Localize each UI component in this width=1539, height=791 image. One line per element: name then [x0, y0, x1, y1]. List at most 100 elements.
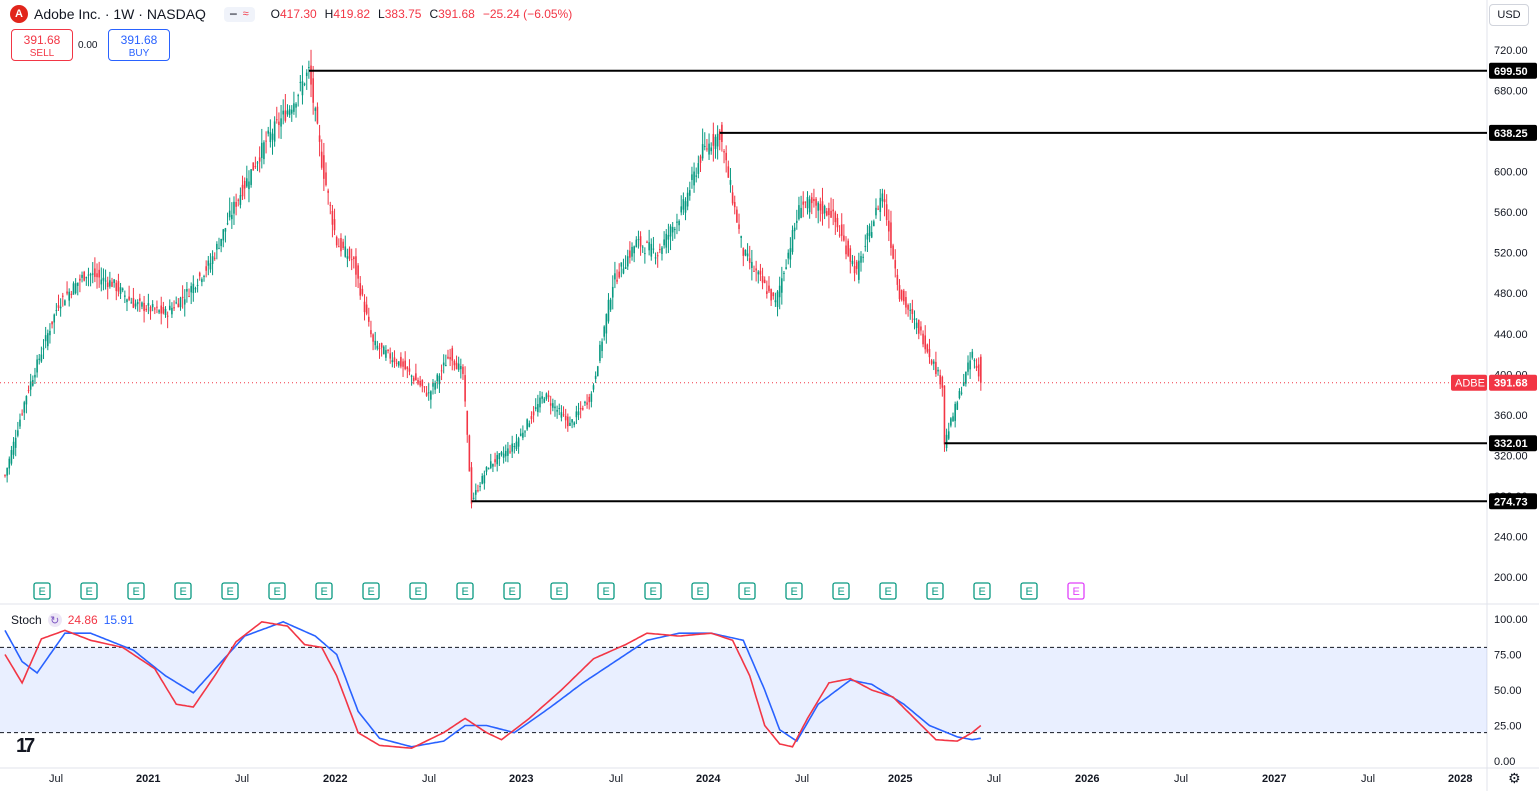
earnings-marker-icon[interactable]: E: [362, 582, 380, 600]
stoch-axis[interactable]: 100.00 75.00 50.00 25.00 0.00: [1494, 614, 1528, 768]
candle: [378, 343, 381, 359]
candle: [652, 236, 655, 254]
candle-body: [115, 282, 118, 292]
earnings-marker-icon[interactable]: E: [221, 582, 239, 600]
earnings-marker-icon[interactable]: E: [644, 582, 662, 600]
candle-body: [804, 201, 807, 203]
candle-body: [592, 385, 595, 390]
candle-body: [183, 299, 186, 305]
currency-selector[interactable]: USD: [1489, 4, 1529, 26]
earnings-marker-icon[interactable]: E: [691, 582, 709, 600]
candle: [596, 365, 599, 377]
candle: [678, 219, 680, 232]
candle-body: [340, 237, 342, 252]
candle: [699, 154, 702, 172]
candle-body: [297, 95, 299, 97]
earnings-marker-icon[interactable]: E: [456, 582, 474, 600]
candle: [406, 366, 409, 379]
candle-body: [21, 413, 23, 415]
stoch-axis-label: 0.00: [1494, 756, 1515, 768]
earnings-marker-icon[interactable]: E: [879, 582, 897, 600]
tradingview-logo-icon[interactable]: 17: [16, 735, 35, 757]
gear-icon[interactable]: ⚙: [1508, 770, 1521, 786]
earnings-marker-icon[interactable]: E: [80, 582, 98, 600]
candle-body: [843, 235, 845, 241]
candle-body: [102, 277, 105, 281]
candle-body: [766, 291, 768, 294]
candle-body: [295, 103, 297, 108]
candle-body: [303, 83, 306, 85]
candle: [173, 300, 175, 311]
candle-body: [145, 308, 148, 311]
candle: [832, 198, 834, 226]
candle: [111, 277, 113, 288]
candle: [134, 299, 137, 310]
earnings-marker-icon[interactable]: E: [174, 582, 192, 600]
candle-body: [534, 407, 537, 410]
earnings-marker-frame: [550, 582, 568, 600]
candle: [541, 391, 543, 404]
earnings-marker-icon[interactable]: E: [738, 582, 756, 600]
refresh-icon[interactable]: ↻: [47, 613, 62, 627]
earnings-marker-icon[interactable]: E: [973, 582, 991, 600]
candle: [947, 422, 950, 441]
indicator-visibility-toggle[interactable]: ━ ≈: [223, 6, 255, 22]
candle: [864, 234, 867, 252]
candle: [462, 364, 464, 380]
candle: [509, 444, 511, 454]
earnings-marker-icon[interactable]: E: [268, 582, 286, 600]
stoch-name[interactable]: Stoch: [11, 613, 42, 627]
ohlc-change: −25.24 (−6.05%): [482, 7, 573, 21]
candle: [355, 248, 357, 287]
candle-body: [866, 233, 869, 240]
candle: [534, 398, 537, 412]
time-axis-label: Jul: [795, 773, 809, 785]
earnings-marker-icon[interactable]: E: [127, 582, 145, 600]
candle-body: [147, 303, 150, 306]
earnings-marker-icon[interactable]: E: [315, 582, 333, 600]
buy-button[interactable]: 391.68 BUY: [108, 29, 170, 61]
candle: [836, 213, 839, 232]
symbol-title[interactable]: Adobe Inc. · 1W · NASDAQ: [34, 6, 206, 22]
candle-body: [393, 357, 396, 363]
earnings-marker-icon[interactable]: E: [550, 582, 568, 600]
candle-body: [128, 296, 130, 300]
candle-body: [49, 330, 51, 336]
candle: [813, 188, 815, 208]
candle-body: [421, 380, 424, 387]
candle: [269, 119, 272, 148]
candle: [973, 358, 976, 369]
candle-body: [410, 375, 413, 377]
candle: [434, 380, 436, 394]
candle: [447, 349, 449, 360]
earnings-marker-label: E: [180, 586, 187, 598]
earnings-marker-icon[interactable]: E: [503, 582, 521, 600]
time-axis[interactable]: Jul 2021 Jul 2022 Jul 2023 Jul 2024 Jul 2025 Jul 20…: [49, 773, 1472, 785]
earnings-marker-icon[interactable]: E: [33, 582, 51, 600]
candle-body: [890, 222, 892, 248]
earnings-marker-icon[interactable]: E: [832, 582, 850, 600]
candle: [607, 293, 610, 324]
candle-body: [659, 249, 661, 251]
earnings-marker-icon[interactable]: E: [1067, 582, 1085, 600]
earnings-marker-icon[interactable]: E: [1020, 582, 1038, 600]
earnings-marker-icon[interactable]: E: [409, 582, 427, 600]
candle: [783, 270, 785, 282]
candle-body: [579, 408, 582, 410]
sell-button[interactable]: 391.68 SELL: [11, 29, 73, 61]
candle: [310, 49, 312, 98]
earnings-marker-icon[interactable]: E: [597, 582, 615, 600]
earnings-marker-icon[interactable]: E: [785, 582, 803, 600]
candle: [12, 437, 15, 459]
candle-body: [635, 239, 638, 248]
candle: [969, 352, 971, 379]
candle: [682, 192, 685, 215]
candle: [620, 262, 623, 278]
candle: [417, 377, 419, 386]
candle-body: [391, 360, 394, 363]
candle: [860, 251, 862, 272]
earnings-marker-icon[interactable]: E: [926, 582, 944, 600]
candle-body: [926, 344, 929, 352]
candle: [513, 442, 516, 454]
